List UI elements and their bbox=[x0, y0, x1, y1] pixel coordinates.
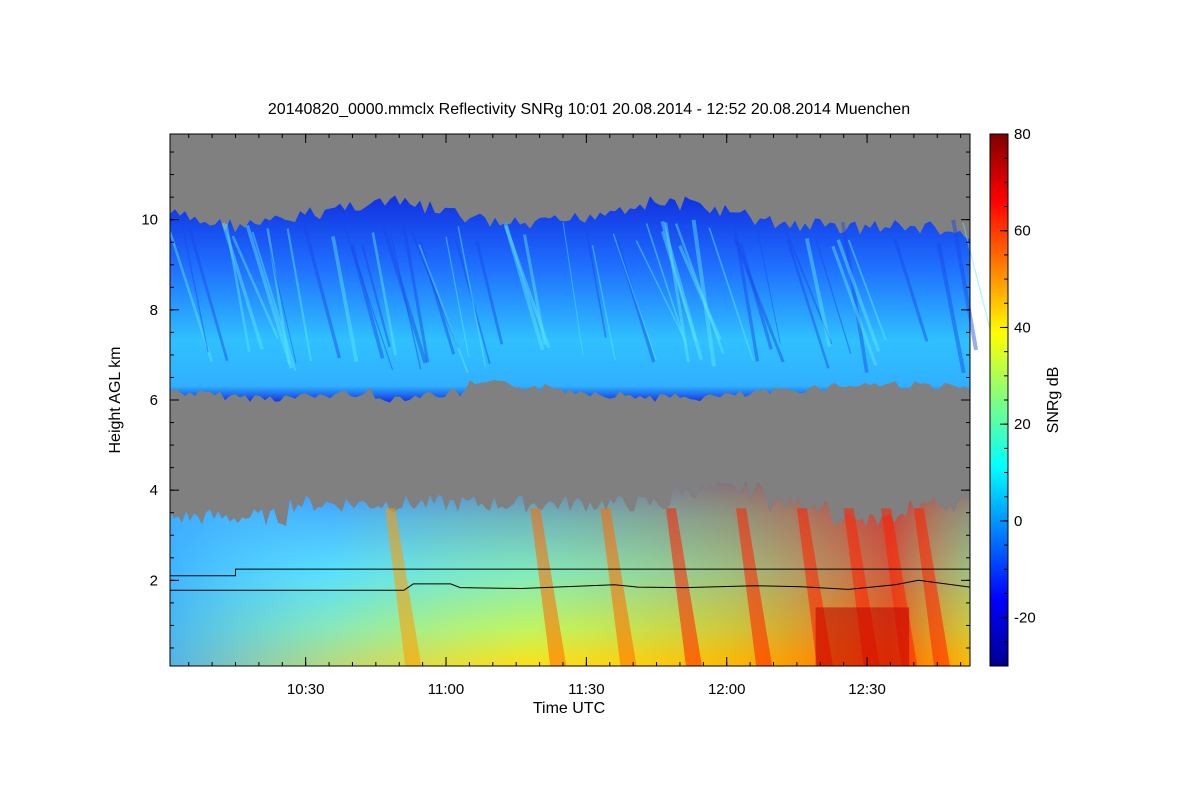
cloud-streak bbox=[936, 242, 966, 374]
fall-streak bbox=[385, 508, 422, 666]
cloud-streak bbox=[251, 231, 297, 371]
cloud-streak bbox=[371, 232, 397, 356]
cloud-streak bbox=[731, 219, 760, 362]
colorbar-tick-label: 60 bbox=[1014, 223, 1031, 240]
cloud-streak bbox=[841, 221, 869, 373]
cloud-streak bbox=[691, 219, 717, 367]
y-tick-label: 2 bbox=[150, 572, 158, 589]
cloud-streak bbox=[562, 222, 584, 356]
cloud-streak bbox=[225, 223, 251, 352]
cloud-streak bbox=[221, 222, 264, 350]
x-tick-label: 12:00 bbox=[708, 681, 746, 698]
cloud-streak bbox=[836, 239, 881, 353]
cloud-streak bbox=[302, 224, 342, 359]
overlay-line-1 bbox=[170, 568, 970, 577]
colorbar-label: SNRg dB bbox=[1045, 367, 1062, 434]
cloud-streak bbox=[410, 229, 460, 349]
cloud-streak bbox=[738, 242, 773, 350]
cloud-streak bbox=[755, 223, 781, 344]
cloud-streak bbox=[418, 241, 456, 355]
x-tick-label: 11:30 bbox=[568, 681, 604, 698]
x-tick-label: 10:30 bbox=[287, 681, 325, 698]
cloud-streak bbox=[786, 239, 830, 369]
cloud-streak bbox=[584, 225, 607, 338]
cloud-streak bbox=[286, 228, 313, 362]
y-tick-label: 6 bbox=[150, 392, 158, 409]
cloud-streak bbox=[612, 233, 657, 361]
cloud-streak bbox=[674, 223, 725, 355]
cloud-streak bbox=[350, 244, 385, 359]
cloud-streak bbox=[188, 228, 229, 362]
cloud-streak bbox=[245, 224, 293, 369]
lower-layer-shading bbox=[170, 481, 970, 666]
cloud-streak bbox=[361, 245, 391, 348]
cloud-streak bbox=[263, 224, 297, 364]
upper-cloud-layer bbox=[170, 195, 970, 403]
colorbar-tick-label: 40 bbox=[1014, 319, 1031, 336]
cloud-streak bbox=[893, 238, 929, 342]
colorbar-tick-label: 0 bbox=[1014, 513, 1022, 530]
y-tick-label: 10 bbox=[141, 212, 158, 229]
cloud-streak bbox=[635, 240, 686, 342]
cloud-streak bbox=[660, 220, 704, 361]
cloud-streak bbox=[231, 235, 280, 340]
cloud-streak bbox=[678, 245, 722, 341]
cloud-streak bbox=[331, 236, 359, 363]
fall-streak bbox=[600, 508, 637, 666]
cloud-streak bbox=[379, 220, 428, 364]
cloud-streak bbox=[342, 223, 394, 371]
cloud-streak bbox=[445, 236, 470, 357]
cloud-streak bbox=[180, 220, 209, 353]
cloud-streak bbox=[418, 244, 469, 374]
cloud-streak bbox=[522, 234, 547, 345]
cloud-streak bbox=[504, 225, 551, 349]
fall-streak bbox=[913, 508, 950, 666]
cloud-streak bbox=[951, 219, 979, 351]
cloud-streak bbox=[645, 223, 688, 348]
colorbar-tick-label: 80 bbox=[1014, 126, 1031, 143]
cloud-streak bbox=[389, 232, 422, 370]
cloud-streak bbox=[615, 241, 656, 363]
cloud-streak bbox=[781, 221, 833, 345]
cloud-streak bbox=[664, 222, 690, 363]
cloud-streak bbox=[503, 222, 545, 351]
cloud-streak bbox=[847, 239, 887, 341]
overlay-line-2 bbox=[170, 579, 971, 591]
cloud-streak bbox=[457, 226, 487, 368]
cloud-streak bbox=[708, 227, 754, 361]
plot-area: 10:30 11:00 11:30 12:00 12:30 2 4 6 8 10 bbox=[141, 133, 998, 698]
intense-core bbox=[815, 607, 910, 666]
cloud-streak bbox=[804, 237, 832, 347]
cloud-streak bbox=[266, 228, 291, 364]
cloud-streak bbox=[168, 231, 213, 362]
cloud-streak bbox=[401, 223, 430, 363]
x-tick-label: 11:00 bbox=[428, 681, 464, 698]
y-axis-label: Height AGL km bbox=[107, 346, 124, 453]
colorbar-tick-label: 20 bbox=[1014, 416, 1031, 433]
cloud-streak bbox=[475, 240, 504, 345]
cloud-streak bbox=[591, 245, 616, 361]
y-tick-label: 8 bbox=[150, 302, 158, 319]
x-tick-label: 12:30 bbox=[848, 681, 886, 698]
cloud-streak bbox=[815, 241, 852, 354]
cloud-streak bbox=[831, 245, 878, 366]
chart-title: 20140820_0000.mmclx Reflectivity SNRg 10… bbox=[268, 101, 910, 118]
colorbar: -20 0 20 40 60 80 SNRg dB bbox=[989, 126, 1062, 667]
colorbar-tick-label: -20 bbox=[1014, 610, 1036, 627]
fall-streak bbox=[736, 508, 773, 666]
cloud-streak bbox=[733, 237, 785, 363]
cloud-streak bbox=[454, 239, 491, 365]
x-axis-label: Time UTC bbox=[533, 700, 605, 717]
y-tick-label: 4 bbox=[150, 482, 158, 499]
cloud-streak bbox=[660, 230, 698, 343]
